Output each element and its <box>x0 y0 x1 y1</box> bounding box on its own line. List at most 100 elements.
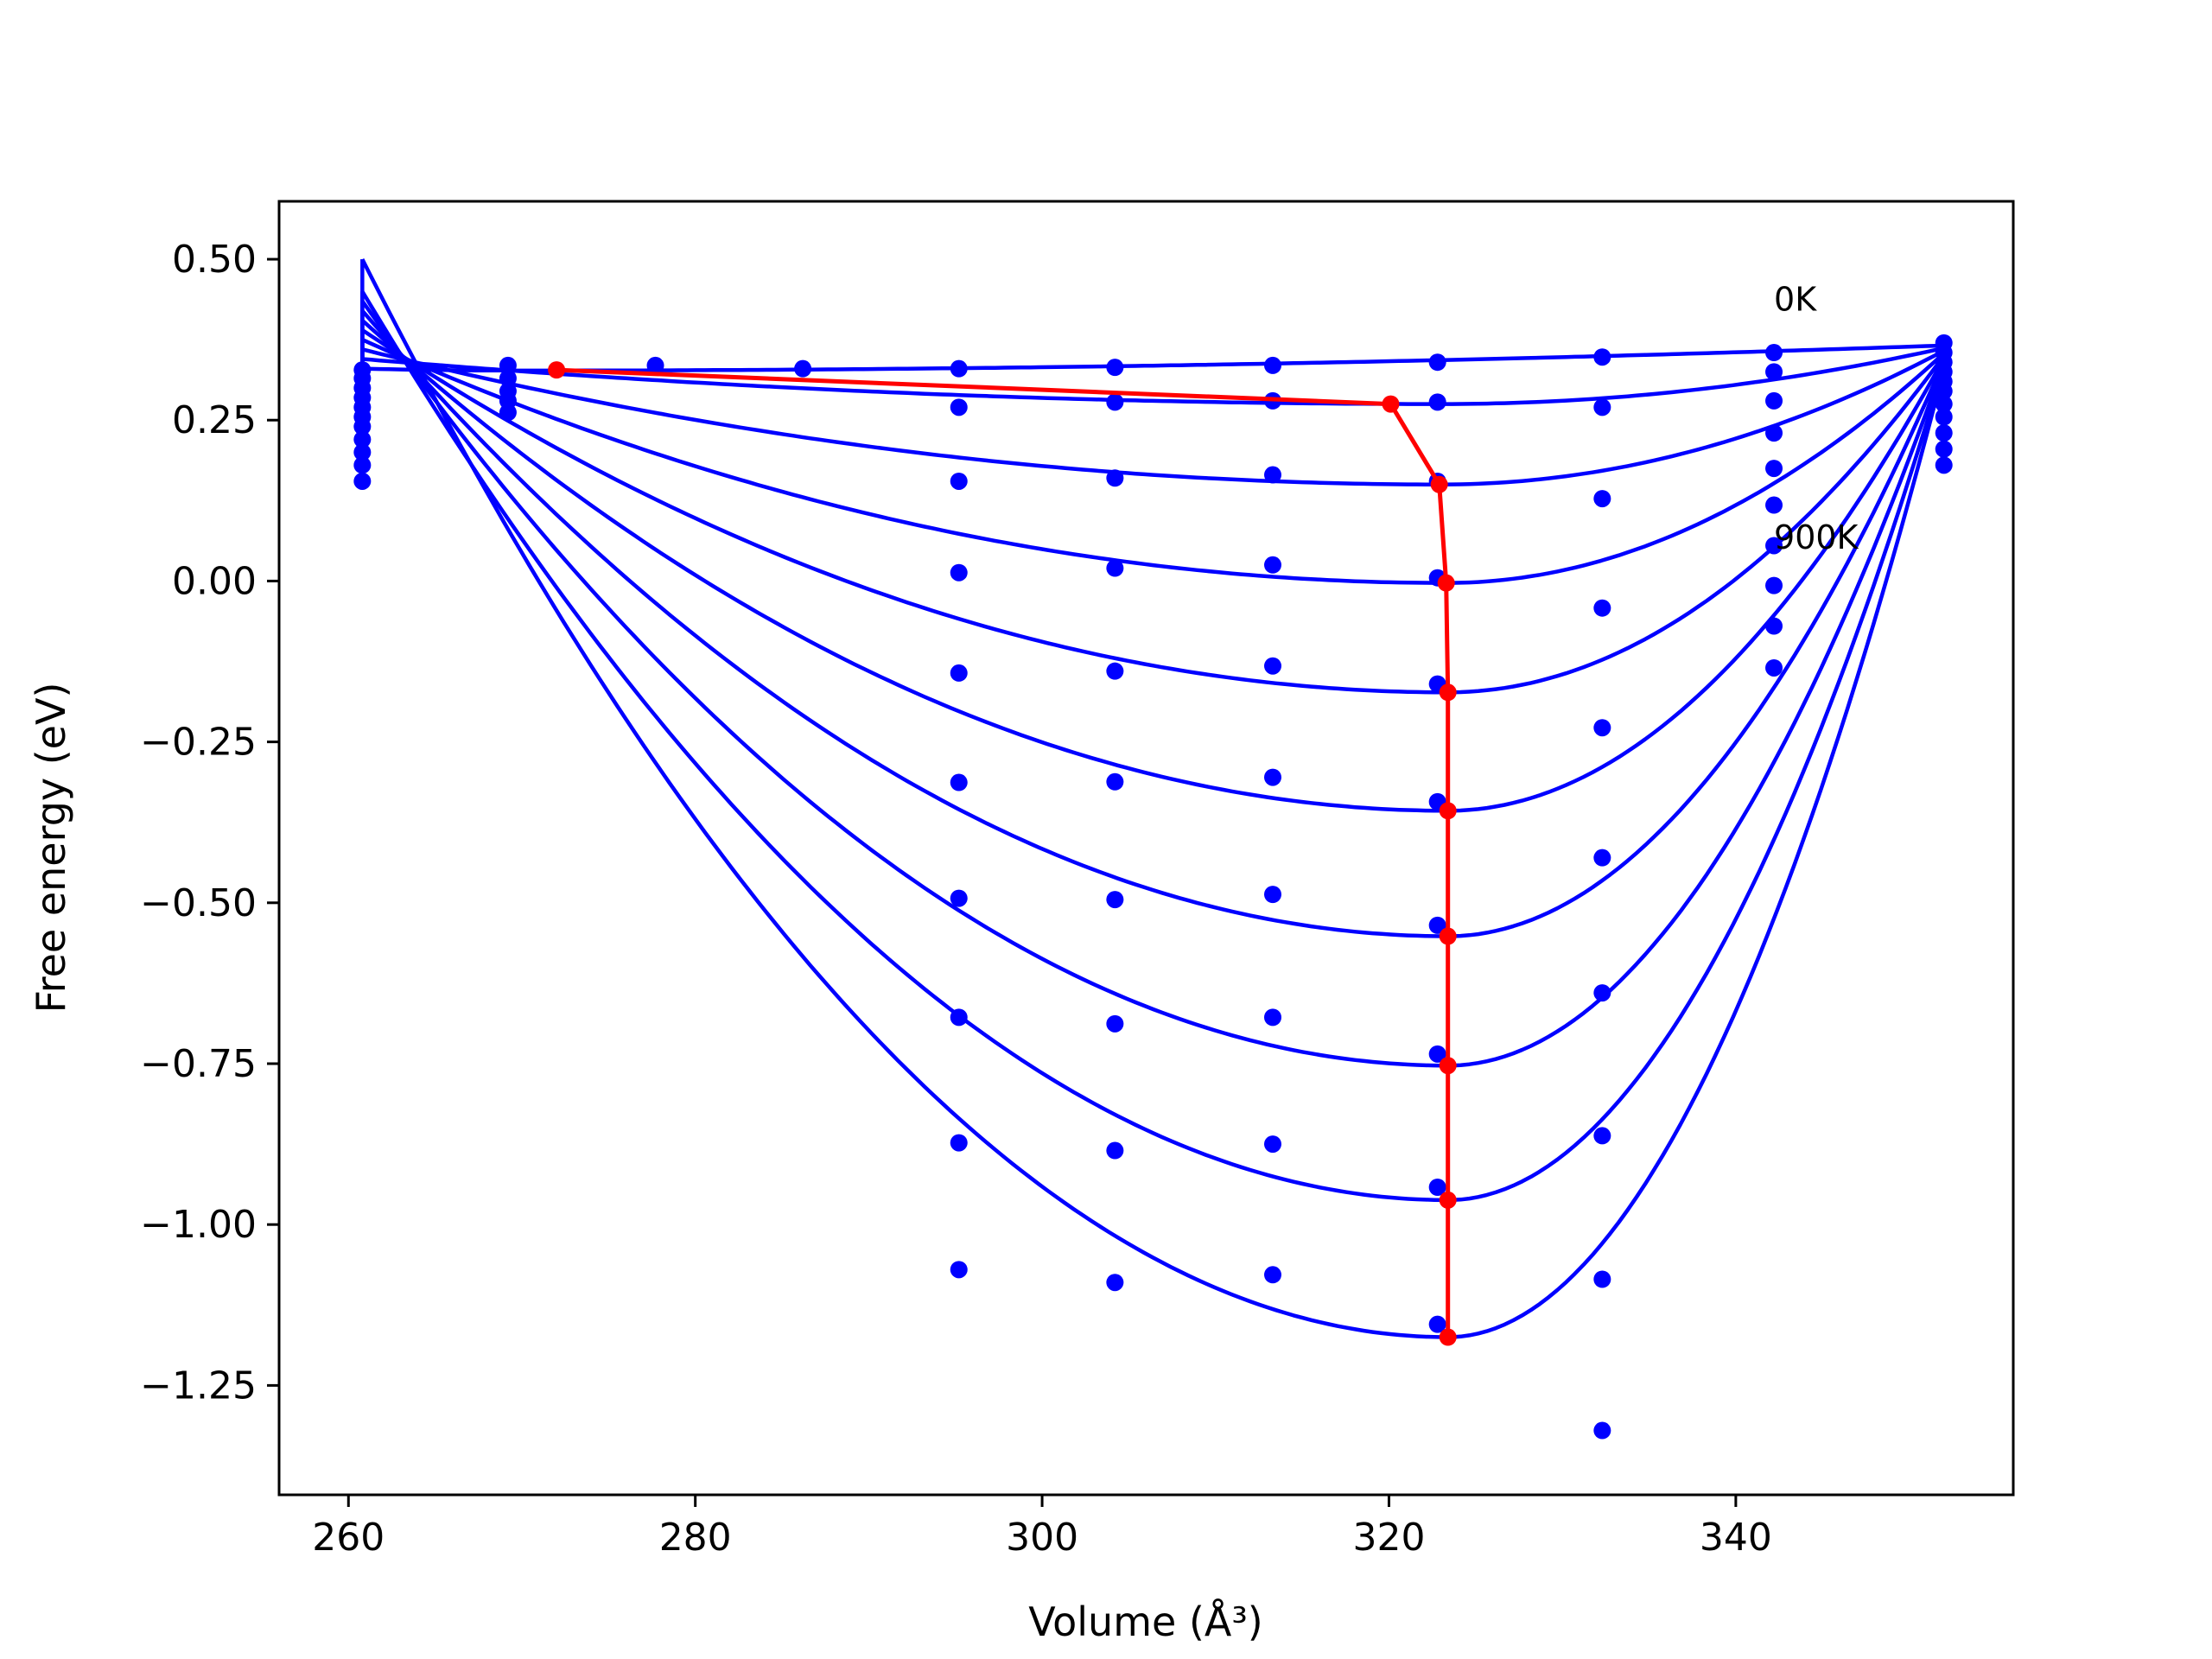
data-point-36 <box>1106 1141 1124 1160</box>
minimum-point-2 <box>1430 475 1448 493</box>
data-point-68 <box>1765 344 1783 362</box>
minimum-point-7 <box>1439 1057 1457 1075</box>
annotation-1: 900K <box>1774 518 1859 556</box>
data-point-26 <box>950 1134 968 1152</box>
data-point-54 <box>1428 916 1446 934</box>
minimum-line <box>556 367 1451 1338</box>
data-point-33 <box>1106 772 1124 791</box>
data-points <box>353 334 1953 1440</box>
data-point-38 <box>1264 356 1282 374</box>
minimum-point-5 <box>1439 802 1457 820</box>
y-tick-label-4: −0.50 <box>140 881 257 925</box>
data-point-25 <box>950 1008 968 1027</box>
x-tick-label-1: 280 <box>659 1516 732 1560</box>
data-point-45 <box>1264 1008 1282 1027</box>
data-point-43 <box>1264 768 1282 786</box>
data-point-41 <box>1264 556 1282 574</box>
data-point-60 <box>1593 490 1611 508</box>
data-point-40 <box>1264 466 1282 484</box>
data-point-31 <box>1106 559 1124 577</box>
y-tick-label-7: −1.25 <box>140 1363 257 1408</box>
data-point-32 <box>1106 662 1124 680</box>
data-point-6 <box>353 417 372 435</box>
annotations: 0K 900K <box>1774 281 1859 557</box>
data-point-74 <box>1765 537 1783 555</box>
y-tick-label-2: 0.00 <box>172 559 257 603</box>
data-point-62 <box>1593 719 1611 737</box>
data-point-59 <box>1593 398 1611 416</box>
y-axis-label: Free energy (eV) <box>28 683 74 1014</box>
minimum-point-8 <box>1439 1191 1457 1209</box>
data-point-16 <box>646 356 664 374</box>
x-tick-label-0: 260 <box>312 1516 385 1560</box>
x-tick-label-4: 340 <box>1700 1516 1772 1560</box>
data-point-7 <box>353 430 372 448</box>
data-point-66 <box>1593 1270 1611 1288</box>
minimum-point-9 <box>1439 1328 1457 1346</box>
data-point-61 <box>1593 599 1611 617</box>
data-point-69 <box>1765 363 1783 381</box>
fitted-curve-1 <box>362 346 1945 406</box>
fitted-curve-2 <box>361 347 1945 486</box>
minimum-point-1 <box>1382 395 1400 413</box>
y-tick-label-1: 0.25 <box>172 398 257 442</box>
y-tick-label-5: −0.75 <box>140 1042 257 1086</box>
data-point-75 <box>1765 576 1783 594</box>
data-point-23 <box>950 773 968 791</box>
data-point-37 <box>1106 1274 1124 1292</box>
data-point-24 <box>950 889 968 907</box>
data-point-64 <box>1593 984 1611 1002</box>
data-point-29 <box>1106 393 1124 411</box>
data-point-10 <box>353 472 372 490</box>
data-point-22 <box>950 664 968 682</box>
data-point-87 <box>1935 440 1953 458</box>
data-point-34 <box>1106 891 1124 909</box>
data-point-46 <box>1264 1135 1282 1154</box>
data-point-21 <box>950 563 968 582</box>
data-point-55 <box>1428 1045 1446 1063</box>
data-point-19 <box>950 398 968 416</box>
fitted-curve-8 <box>360 290 1946 1203</box>
x-tick-label-3: 320 <box>1352 1516 1425 1560</box>
fitted-curve-5 <box>360 319 1946 813</box>
data-point-27 <box>950 1261 968 1279</box>
data-point-58 <box>1593 348 1611 366</box>
data-point-47 <box>1264 1266 1282 1284</box>
data-point-72 <box>1765 460 1783 478</box>
data-point-49 <box>1428 393 1446 411</box>
y-tick-label-3: −0.25 <box>140 721 257 765</box>
y-axis-ticks: 0.50 0.25 0.00 −0.25 −0.50 −0.75 −1.00 −1.25 <box>140 238 279 1408</box>
data-point-83 <box>1935 382 1953 400</box>
data-point-71 <box>1765 424 1783 442</box>
fitted-curve-3 <box>361 338 1946 585</box>
data-point-11 <box>499 356 517 374</box>
data-point-85 <box>1935 408 1953 426</box>
minimum-point-0 <box>548 361 566 379</box>
data-point-77 <box>1765 658 1783 677</box>
data-point-17 <box>794 359 812 378</box>
minimum-point-4 <box>1439 683 1457 702</box>
data-point-30 <box>1106 469 1124 487</box>
data-point-63 <box>1593 849 1611 867</box>
x-axis-ticks: 260 280 300 320 340 <box>312 1495 1772 1560</box>
fitted-curve-4 <box>361 328 1946 695</box>
data-point-12 <box>499 369 517 387</box>
data-point-65 <box>1593 1127 1611 1145</box>
data-point-70 <box>1765 391 1783 410</box>
data-point-56 <box>1428 1178 1446 1196</box>
fitted-curve-6 <box>360 309 1946 938</box>
fitted-curve-7 <box>360 300 1946 1068</box>
data-point-84 <box>1935 395 1953 413</box>
data-point-48 <box>1428 353 1446 372</box>
y-tick-label-6: −1.00 <box>140 1203 257 1247</box>
data-point-67 <box>1593 1421 1611 1440</box>
annotation-0: 0K <box>1774 281 1817 319</box>
data-point-73 <box>1765 496 1783 514</box>
data-point-9 <box>353 456 372 474</box>
data-point-15 <box>499 404 517 422</box>
data-point-18 <box>950 359 968 378</box>
data-point-76 <box>1765 617 1783 635</box>
data-point-35 <box>1106 1014 1124 1033</box>
